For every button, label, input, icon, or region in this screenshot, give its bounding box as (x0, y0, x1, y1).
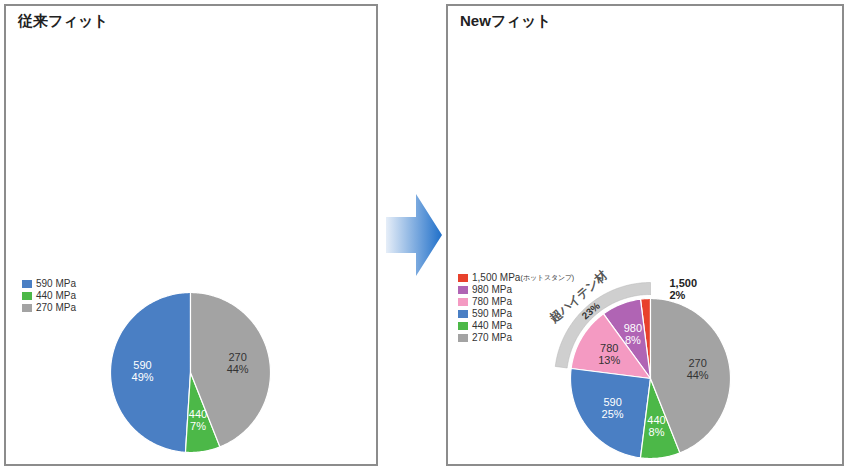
html-text:440 MPa: 440 MPa (36, 290, 76, 301)
html-text:780 MPa: 780 MPa (472, 296, 512, 307)
html-text:270 MPa: 270 MPa (36, 302, 76, 313)
html-text:980 MPa: 980 MPa (472, 284, 512, 295)
svg-text:59025%: 59025% (602, 396, 624, 420)
html-text:1,500 MPa(ホットスタンプ): 1,500 MPa(ホットスタンプ) (472, 272, 574, 283)
svg-text:59049%: 59049% (132, 359, 154, 383)
svg-text:78013%: 78013% (598, 342, 620, 366)
html-text:Newフィット: Newフィット (460, 12, 551, 29)
svg-text:27044%: 27044% (687, 357, 709, 381)
svg-text:23%: 23% (580, 300, 602, 322)
html-text:590 MPa: 590 MPa (36, 278, 76, 289)
svg-text:9808%: 9808% (624, 322, 642, 346)
svg-text:27044%: 27044% (227, 351, 249, 375)
svg-text:4408%: 4408% (647, 414, 665, 438)
html-text:590 MPa: 590 MPa (472, 308, 512, 319)
svg-text:4407%: 4407% (189, 408, 207, 432)
html-text:従来フィット: 従来フィット (18, 12, 108, 29)
html-text:440 MPa: 440 MPa (472, 320, 512, 331)
svg-text:1,5002%: 1,5002% (669, 277, 697, 301)
html-text:270 MPa: 270 MPa (472, 332, 512, 343)
svg-text:超ハイテン材: 超ハイテン材 (546, 268, 610, 327)
